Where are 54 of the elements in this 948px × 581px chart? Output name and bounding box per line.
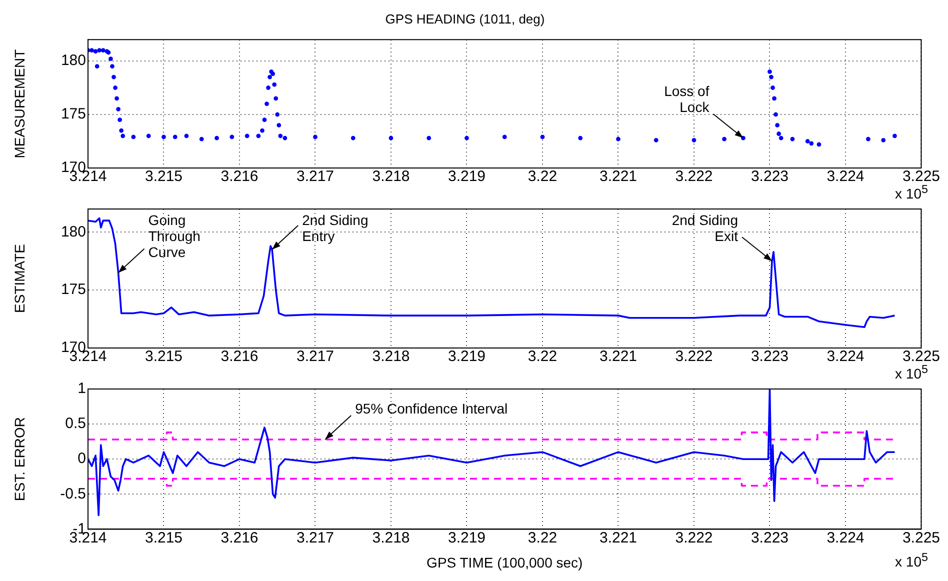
y-axis-title: ESTIMATE — [11, 244, 28, 313]
text: x 10$^{5}$ — [895, 551, 928, 570]
x-tick-label: 3.215 — [144, 529, 183, 546]
x-tick-label: 3.224 — [826, 348, 864, 366]
text: x 10$^{5}$ — [895, 363, 928, 382]
chart-title: GPS HEADING (1011, deg) — [385, 11, 545, 26]
x-tick-label: 3.224 — [826, 168, 864, 186]
annotation: 2nd Siding Exit — [672, 212, 738, 244]
x-tick-label: 3.224 — [826, 529, 864, 546]
x-tick-label: 3.225 — [902, 529, 940, 546]
y-tick-label: 180 — [60, 223, 86, 240]
x-tick-label: 3.223 — [750, 529, 789, 546]
x-tick-label: 3.218 — [372, 348, 410, 366]
annotation: 95% Confidence Interval — [355, 400, 508, 416]
x-tick-label: 3.219 — [448, 168, 486, 186]
x-tick-label: 3.216 — [220, 348, 258, 366]
x-tick-label: 3.217 — [296, 529, 334, 546]
x-tick-label: 3.22 — [528, 529, 558, 546]
x-tick-label: 3.221 — [599, 168, 638, 186]
x-tick-label: 3.222 — [675, 168, 713, 186]
x-tick-label: 3.222 — [675, 529, 713, 546]
y-tick-label: 1 — [78, 380, 86, 398]
annotation: Going Through Curve — [148, 212, 200, 260]
x-tick-label: 3.215 — [144, 348, 183, 366]
x-tick-label: 3.221 — [599, 529, 638, 546]
y-tick-label: -0.5 — [60, 485, 86, 502]
x-tick-label: 3.221 — [599, 348, 638, 366]
x-tick-label: 3.217 — [296, 348, 334, 366]
x-tick-label: 3.216 — [220, 529, 258, 546]
x-tick-label: 3.22 — [528, 348, 558, 366]
y-axis-title: EST. ERROR — [11, 417, 28, 502]
y-axis-title: MEASUREMENT — [11, 48, 28, 158]
text: x 10$^{5}$ — [895, 183, 928, 202]
x-tick-label: 3.223 — [750, 348, 789, 366]
x-tick-label: 3.215 — [144, 168, 183, 186]
x-tick-label: 3.217 — [296, 168, 334, 186]
x-tick-label: 3.225 — [902, 168, 940, 186]
x-tick-label: 3.223 — [750, 168, 789, 186]
x-axis-title: GPS TIME (100,000 sec) — [426, 554, 583, 570]
x-tick-label: 3.218 — [372, 168, 410, 186]
x-tick-label: 3.219 — [448, 529, 486, 546]
annotation: Loss of Lock — [664, 83, 710, 116]
x-tick-label: 3.22 — [528, 168, 558, 186]
x-tick-label: 3.222 — [675, 348, 713, 366]
y-tick-label: 175 — [60, 106, 86, 123]
x-tick-label: 3.219 — [448, 348, 486, 366]
y-tick-label: 175 — [60, 281, 86, 298]
y-tick-label: 180 — [60, 52, 86, 70]
x-tick-label: 3.218 — [372, 529, 410, 546]
y-tick-label: 0 — [78, 450, 86, 468]
y-tick-label: 0.5 — [65, 415, 86, 432]
annotation: 2nd Siding Entry — [302, 212, 368, 244]
x-tick-label: 3.216 — [220, 168, 258, 186]
x-tick-label: 3.225 — [902, 348, 940, 366]
